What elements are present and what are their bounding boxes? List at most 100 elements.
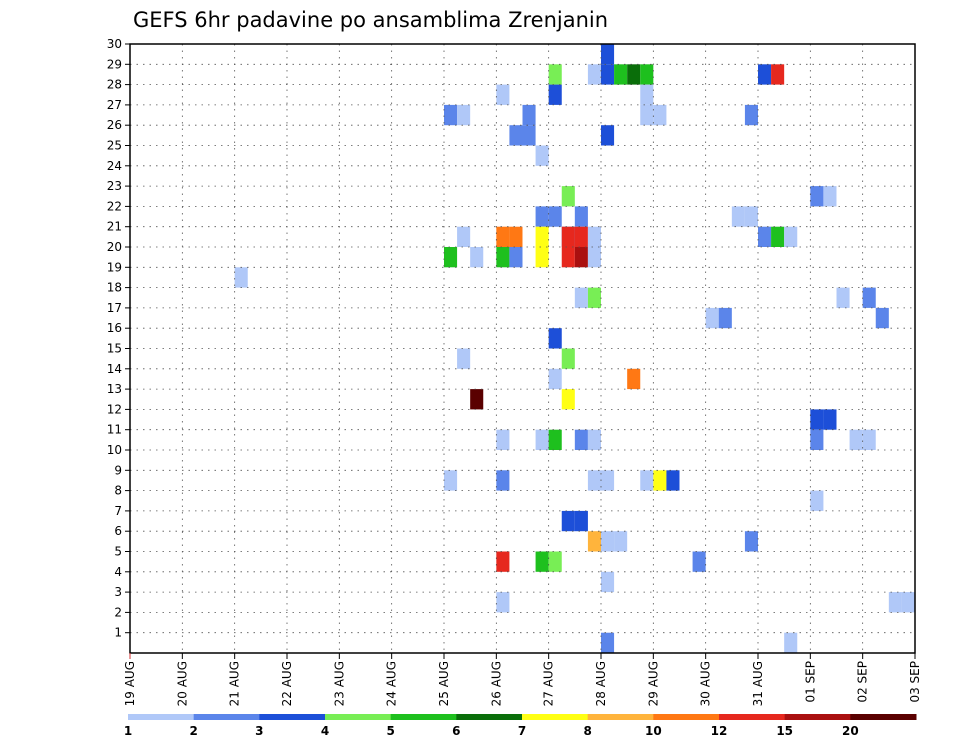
heatmap-cell [810, 186, 824, 207]
x-tick-label: 28 AUG [594, 661, 608, 706]
y-tick-label: 23 [107, 179, 122, 193]
y-tick-label: 9 [114, 463, 122, 477]
heatmap-cell [862, 287, 876, 308]
heatmap-cell [601, 632, 615, 653]
y-tick-label: 26 [107, 118, 122, 132]
heatmap-cell [509, 247, 523, 268]
y-tick-label: 22 [107, 199, 122, 213]
heatmap-cell [574, 247, 588, 268]
heatmap-cell [548, 206, 562, 227]
colorbar-swatch [325, 714, 392, 720]
heatmap-cell [823, 409, 837, 430]
heatmap-cell [561, 348, 575, 369]
heatmap-cell [601, 64, 615, 85]
heatmap-cell [587, 429, 601, 450]
x-axis-ticks: 19 AUG 20 AUG 21 AUG 22 AUG 23 AUG 24 AUG 25 A… [123, 653, 922, 706]
heatmap-cell [614, 64, 628, 85]
heatmap-cell [627, 368, 641, 390]
heatmap-cell [548, 64, 562, 85]
heatmap-cell [496, 470, 510, 491]
heatmap-cell [640, 64, 654, 85]
heatmap-cell [601, 571, 615, 593]
heatmap-cell [771, 226, 785, 247]
heatmap-cell [457, 348, 471, 369]
y-tick-label: 13 [107, 382, 122, 396]
y-axis-ticks: 1234567891011121314151617181920212223242… [107, 37, 130, 640]
heatmap-cell [509, 226, 523, 247]
heatmap-cell [758, 64, 772, 85]
y-tick-label: 29 [107, 57, 122, 71]
y-tick-label: 28 [107, 78, 122, 92]
y-tick-label: 4 [114, 565, 122, 579]
heatmap-cell [875, 307, 889, 329]
heatmap-cell [614, 531, 628, 552]
heatmap-cell [587, 64, 601, 85]
heatmap-cell [457, 104, 471, 126]
x-tick-label: 25 AUG [437, 661, 451, 706]
heatmap-cell [548, 84, 562, 105]
heatmap-cell [784, 226, 798, 247]
y-tick-label: 7 [114, 504, 122, 518]
heatmap-cell [587, 226, 601, 247]
y-tick-label: 25 [107, 139, 122, 153]
heatmap-cell [548, 328, 562, 349]
y-tick-label: 21 [107, 220, 122, 234]
y-tick-label: 14 [107, 362, 122, 376]
x-tick-label: 21 AUG [228, 661, 242, 706]
heatmap-cell [574, 429, 588, 450]
colorbar-label: 20 [842, 724, 859, 738]
colorbar-label: 5 [386, 724, 394, 738]
y-tick-label: 19 [107, 260, 122, 274]
heatmap-cell [496, 551, 510, 572]
heatmap-cell [901, 592, 915, 613]
heatmap-cell [601, 44, 615, 65]
colorbar-swatch [390, 714, 457, 720]
colorbar-swatch [850, 714, 917, 720]
heatmap-cell [718, 307, 732, 329]
x-tick-label: 02 SEP [856, 661, 870, 703]
colorbar-label: 15 [776, 724, 793, 738]
heatmap-cell [522, 125, 536, 146]
y-tick-label: 3 [114, 585, 122, 599]
heatmap-cell [653, 104, 667, 126]
heatmap-cell [731, 206, 745, 227]
heatmap-cell [601, 125, 615, 146]
colorbar-swatch [193, 714, 260, 720]
heatmap-cell [862, 429, 876, 450]
heatmap-cell [574, 206, 588, 227]
heatmap-cell [784, 632, 798, 653]
colorbar-swatch [587, 714, 654, 720]
x-tick-label: 01 SEP [803, 661, 817, 703]
heatmap-cell [444, 470, 458, 491]
heatmap-cell [548, 429, 562, 450]
heatmap-cell [496, 226, 510, 247]
x-tick-label: 23 AUG [332, 661, 346, 706]
x-tick-label: 30 AUG [699, 661, 713, 706]
heatmap-cell [234, 267, 248, 288]
heatmap-cell [771, 64, 785, 85]
colorbar-label: 7 [518, 724, 526, 738]
heatmap-cell [888, 592, 902, 613]
colorbar-swatch [522, 714, 589, 720]
heatmap-cell [457, 226, 471, 247]
heatmap-cell [849, 429, 863, 450]
heatmap-cell [444, 247, 458, 268]
heatmap-cell [587, 287, 601, 308]
heatmap-cell [444, 104, 458, 126]
heatmap-cell [758, 226, 772, 247]
heatmap-cell [640, 84, 654, 105]
colorbar-swatch [128, 714, 195, 720]
heatmap-cell [561, 510, 575, 532]
y-tick-label: 17 [107, 301, 122, 315]
colorbar: 1 2 3 4 5 6 7 8 10 12 15 20 [124, 714, 917, 738]
y-tick-label: 12 [107, 402, 122, 416]
heatmap-cell [640, 470, 654, 491]
y-tick-label: 16 [107, 321, 122, 335]
heatmap-cell [509, 125, 523, 146]
heatmap-cell [705, 307, 719, 329]
heatmap-cell [496, 84, 510, 105]
x-tick-label: 29 AUG [646, 661, 660, 706]
heatmap-cell [535, 247, 549, 268]
colorbar-label: 12 [711, 724, 728, 738]
heatmap-cell [587, 470, 601, 491]
